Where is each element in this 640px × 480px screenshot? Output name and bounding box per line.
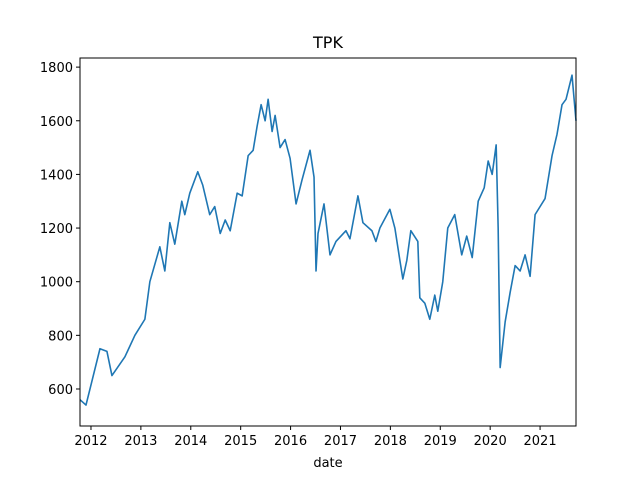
x-tick-label: 2015 <box>224 434 257 449</box>
x-tick-label: 2013 <box>124 434 157 449</box>
plot-frame <box>79 57 577 427</box>
x-tick-label: 2012 <box>74 434 107 449</box>
y-tick-label: 1800 <box>40 61 73 76</box>
y-tick-label: 1000 <box>40 276 73 291</box>
x-tick-label: 2016 <box>274 434 307 449</box>
x-tick-label: 2018 <box>374 434 407 449</box>
x-tick-label: 2020 <box>474 434 507 449</box>
x-axis-label: date <box>313 456 342 471</box>
x-tick-label: 2014 <box>174 434 207 449</box>
line <box>79 74 577 406</box>
x-tick-label: 2017 <box>324 434 357 449</box>
y-tick-label: 1200 <box>40 222 73 237</box>
x-tick-label: 2021 <box>524 434 557 449</box>
x-tick-label: 2019 <box>424 434 457 449</box>
y-tick-label: 1400 <box>40 168 73 183</box>
y-tick-label: 800 <box>48 329 73 344</box>
y-tick-label: 1600 <box>40 115 73 130</box>
y-tick-label: 600 <box>48 383 73 398</box>
chart-title: TPK <box>312 33 343 52</box>
